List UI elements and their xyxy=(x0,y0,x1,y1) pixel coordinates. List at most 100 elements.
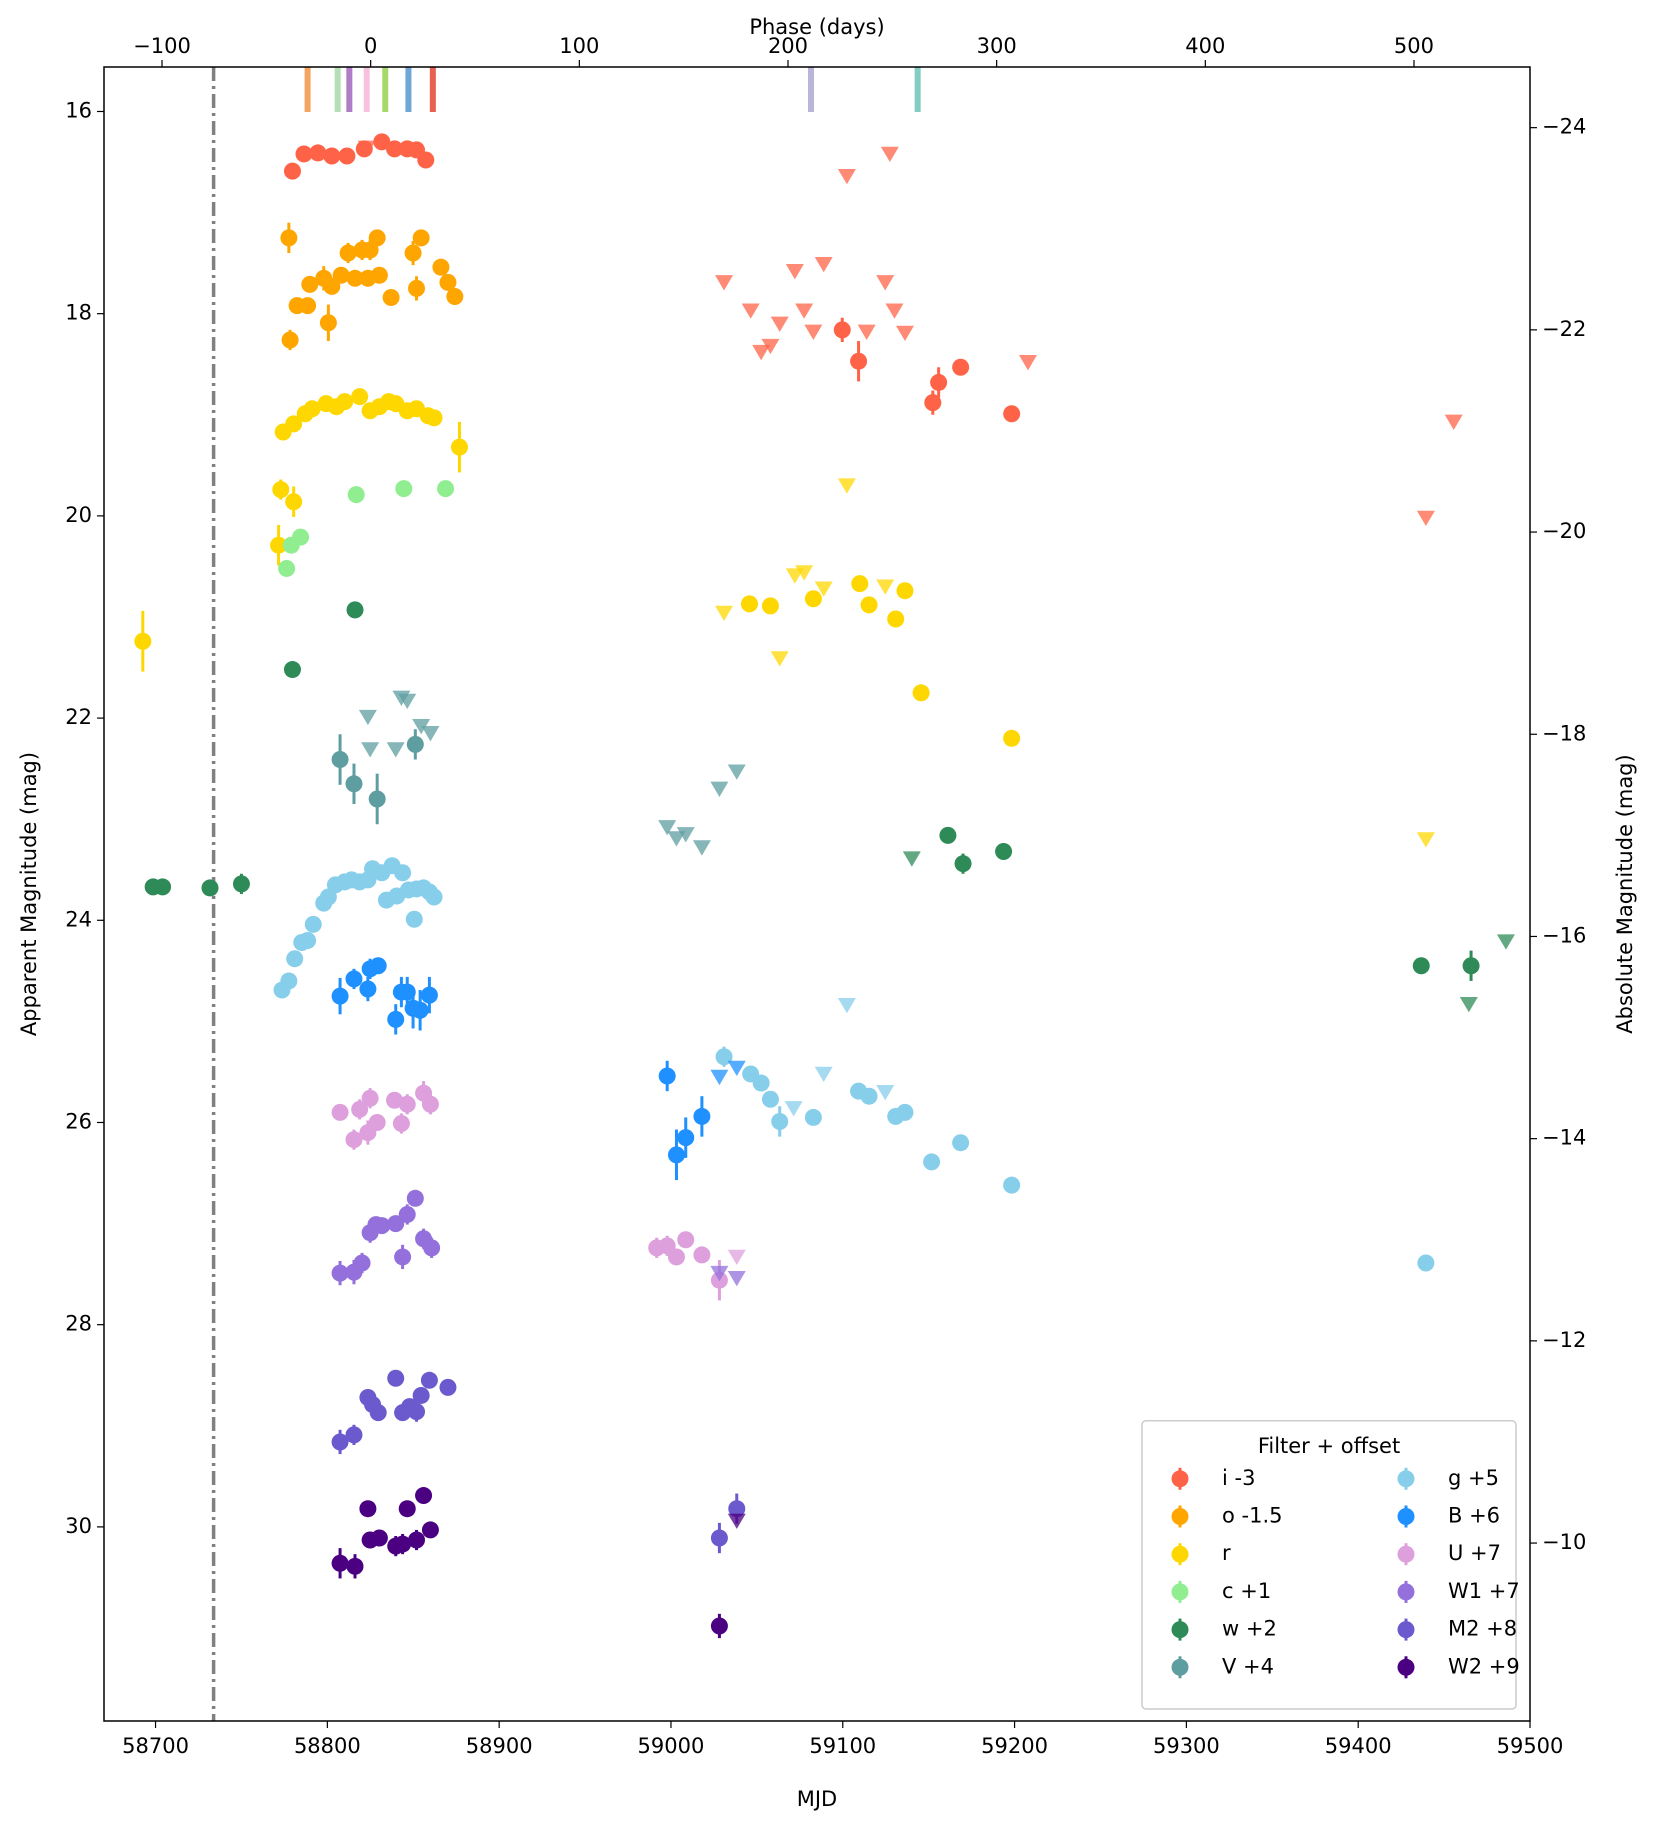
data-point xyxy=(309,144,327,162)
series xyxy=(331,1487,746,1639)
data-point xyxy=(280,229,298,247)
upper-limit xyxy=(715,605,734,622)
data-point xyxy=(373,133,391,151)
data-point xyxy=(1003,1176,1021,1194)
data-point xyxy=(658,1237,676,1255)
data-point xyxy=(368,790,386,808)
data-point xyxy=(887,610,905,628)
series xyxy=(283,133,1463,527)
upper-limit xyxy=(667,831,686,847)
legend-label: W1 +7 xyxy=(1448,1579,1520,1603)
data-point xyxy=(954,855,972,873)
upper-limit xyxy=(876,579,895,595)
data-point xyxy=(286,950,304,968)
x2-tick-label: 400 xyxy=(1185,34,1225,58)
data-point xyxy=(339,244,357,262)
upper-limit xyxy=(727,1270,746,1287)
data-point xyxy=(398,983,416,1001)
upper-limit xyxy=(752,344,771,361)
x-tick-label: 58900 xyxy=(466,1734,533,1758)
x-tick-label: 59500 xyxy=(1497,1734,1564,1758)
upper-limit xyxy=(876,275,895,291)
data-point xyxy=(319,314,337,332)
data-point xyxy=(281,331,299,349)
y2-tick-label: −14 xyxy=(1542,1126,1586,1150)
y-tick-label: 16 xyxy=(65,98,92,122)
data-point xyxy=(850,352,868,370)
data-point xyxy=(346,1557,364,1575)
data-point xyxy=(303,400,321,418)
data-point xyxy=(272,481,290,499)
upper-limit xyxy=(857,324,876,340)
data-point xyxy=(1462,957,1480,975)
upper-limit xyxy=(710,781,729,797)
y-tick-label: 24 xyxy=(65,907,92,931)
x2-tick-label: −100 xyxy=(133,34,191,58)
upper-limit xyxy=(1416,510,1435,527)
x-tick-label: 59000 xyxy=(638,1734,705,1758)
data-point xyxy=(995,843,1013,861)
data-point xyxy=(331,987,349,1005)
data-point xyxy=(301,275,319,293)
upper-limit xyxy=(398,693,417,709)
legend-label: c +1 xyxy=(1222,1579,1271,1603)
upper-limit xyxy=(358,709,377,726)
x2-tick-label: 0 xyxy=(364,34,377,58)
legend-marker xyxy=(1171,1470,1189,1488)
upper-limit xyxy=(727,764,746,780)
upper-limit xyxy=(785,264,804,280)
data-point xyxy=(134,632,152,650)
upper-limit xyxy=(676,827,695,843)
upper-limit xyxy=(795,565,814,581)
upper-limit xyxy=(1018,355,1037,371)
data-point xyxy=(417,151,435,169)
data-point xyxy=(347,486,365,504)
data-point xyxy=(285,493,303,511)
legend-label: V +4 xyxy=(1222,1654,1274,1678)
x2-tick-label: 100 xyxy=(559,34,599,58)
data-point xyxy=(368,229,386,247)
data-point xyxy=(368,1113,386,1131)
data-point xyxy=(359,1500,377,1518)
upper-limit xyxy=(814,581,833,597)
upper-limit xyxy=(727,1513,746,1529)
upper-limit xyxy=(880,146,899,163)
data-point xyxy=(201,879,219,897)
y2-tick-label: −18 xyxy=(1542,721,1586,745)
data-point xyxy=(420,1371,438,1389)
y-tick-label: 22 xyxy=(65,705,92,729)
data-point xyxy=(398,1205,416,1223)
data-point xyxy=(338,147,356,165)
data-point xyxy=(923,1153,941,1171)
data-point xyxy=(280,972,298,990)
y2-axis-label: Absolute Magnitude (mag) xyxy=(1613,754,1637,1033)
data-point xyxy=(346,269,364,287)
series xyxy=(278,480,455,577)
upper-limit xyxy=(421,726,440,742)
data-point xyxy=(667,1146,685,1164)
data-point xyxy=(398,1500,416,1518)
legend-marker xyxy=(1397,1545,1415,1563)
upper-limit xyxy=(386,742,405,758)
data-point xyxy=(370,1529,388,1547)
legend-marker xyxy=(1171,1658,1189,1676)
series xyxy=(331,1369,746,1554)
legend-title: Filter + offset xyxy=(1258,1434,1400,1458)
data-point xyxy=(924,394,942,412)
y2-tick-label: −24 xyxy=(1542,115,1586,139)
upper-limit xyxy=(795,303,814,319)
legend-marker xyxy=(1397,1470,1415,1488)
legend-box xyxy=(1141,1420,1517,1710)
legend-marker xyxy=(1171,1545,1189,1563)
data-point xyxy=(369,1404,387,1422)
data-point xyxy=(425,409,443,427)
legend-marker xyxy=(1397,1583,1415,1601)
y-tick-label: 28 xyxy=(65,1312,92,1336)
data-point xyxy=(408,279,426,297)
data-point xyxy=(392,1114,410,1132)
data-point xyxy=(394,1248,412,1266)
upper-limit xyxy=(876,1084,895,1101)
data-point xyxy=(710,1529,728,1547)
upper-limit xyxy=(715,275,734,291)
